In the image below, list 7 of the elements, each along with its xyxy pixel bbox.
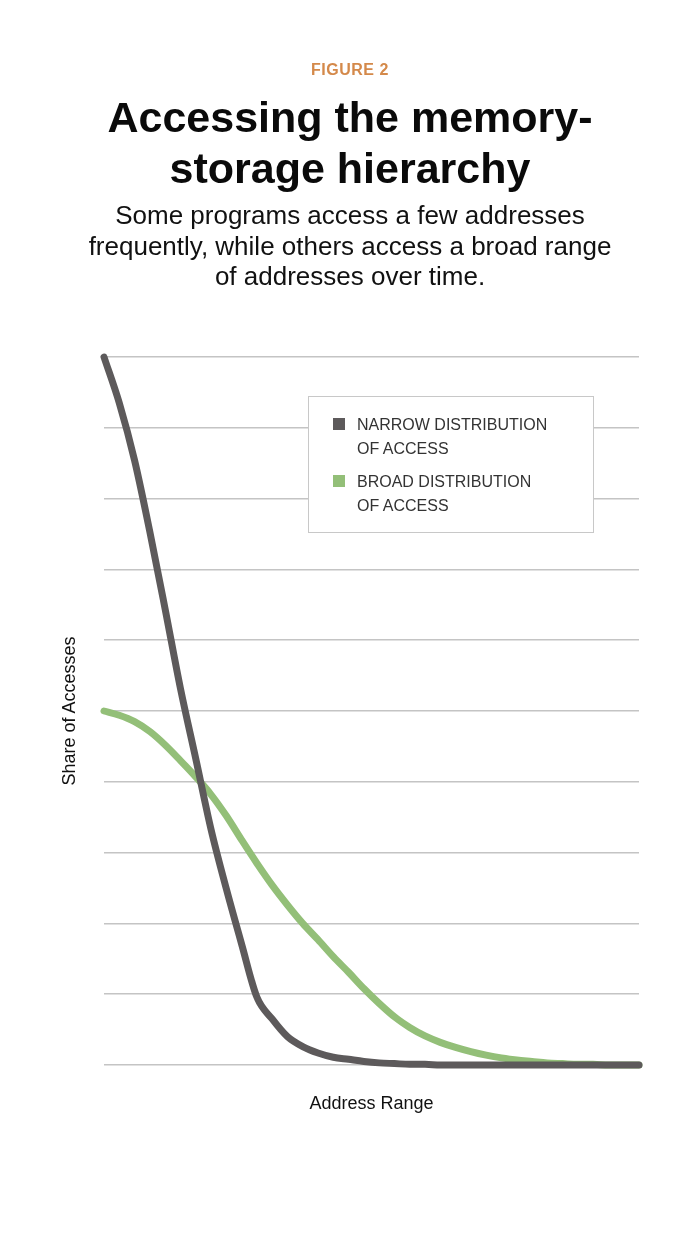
legend-label: NARROW DISTRIBUTION OF ACCESS [357, 415, 549, 459]
chart-subtitle: Some programs access a few addresses frequently, while others access a broad range of addresses over time. [87, 200, 613, 292]
chart-title: Accessing the memory-storage hierarchy [106, 92, 594, 194]
y-axis-title: Share of Accesses [58, 636, 79, 786]
caption: FIGURE 2 [310, 61, 390, 79]
x-axis-title: Address Range [309, 1093, 434, 1113]
legend-label: BROAD DISTRIBUTION OF ACCESS [357, 472, 533, 516]
